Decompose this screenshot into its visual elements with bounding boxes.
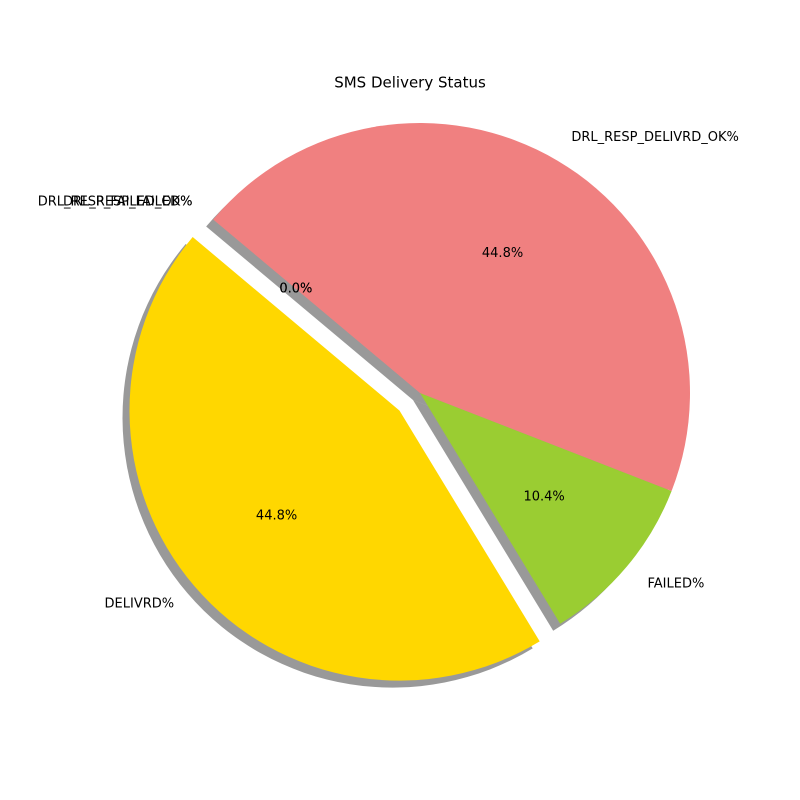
wedge (129, 237, 540, 681)
wedge-label: DRL_RESP_DELIVRD_OK% (571, 130, 738, 145)
percent-label: 0.0% (279, 281, 312, 296)
labels: DELIVRD% 44.8% FAILED% 10.4% DRL_RESP_DELIVR… (38, 130, 739, 612)
wedge-label: FAILED% (648, 576, 705, 591)
wedge-label: DRL_RESP_FAILED% (63, 195, 192, 210)
chart-title: SMS Delivery Status (334, 74, 486, 92)
wedge-label: DRL_RESP_FAILED_OK% (38, 195, 193, 210)
wedge (213, 122, 691, 491)
percent-label: 0.0% (279, 281, 312, 296)
percent-label: 10.4% (523, 490, 564, 505)
wedge-label: DELIVRD% (105, 597, 175, 612)
wedge (420, 393, 672, 624)
wedges (129, 122, 691, 681)
percent-label: 44.8% (482, 246, 523, 261)
percent-label: 44.8% (256, 509, 297, 524)
